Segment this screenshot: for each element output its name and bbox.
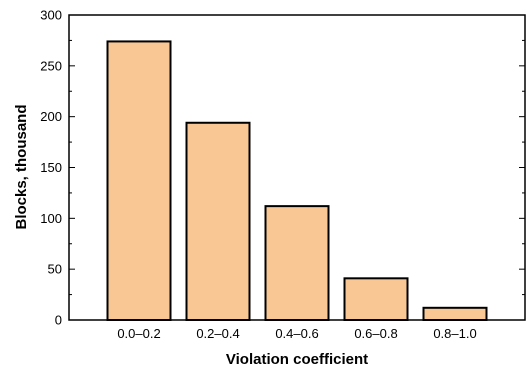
x-tick-label: 0.2–0.4 (196, 326, 239, 341)
y-tick-label: 100 (40, 211, 62, 226)
y-tick-label: 150 (40, 160, 62, 175)
bar (422, 306, 488, 321)
x-axis-title: Violation coefficient (226, 351, 368, 368)
y-tick-label: 50 (48, 262, 62, 277)
bar (264, 205, 330, 321)
bar (343, 277, 409, 322)
y-axis: 0 50 100 150 200 250 300 (40, 8, 525, 328)
x-tick-label: 0.4–0.6 (275, 326, 318, 341)
y-tick-label: 200 (40, 109, 62, 124)
y-tick-label: 0 (55, 313, 62, 328)
bar (185, 121, 251, 322)
x-axis: 0.0–0.2 0.2–0.4 0.4–0.6 0.6–0.8 0.8–1.0 (117, 326, 476, 341)
x-tick-label: 0.0–0.2 (117, 326, 160, 341)
y-tick-label: 250 (40, 58, 62, 73)
y-tick-label: 300 (40, 8, 62, 23)
bars-group (106, 40, 488, 322)
y-axis-title: Blocks, thousand (13, 104, 30, 229)
x-tick-label: 0.6–0.8 (354, 326, 397, 341)
x-tick-label: 0.8–1.0 (433, 326, 476, 341)
bar (106, 40, 172, 322)
